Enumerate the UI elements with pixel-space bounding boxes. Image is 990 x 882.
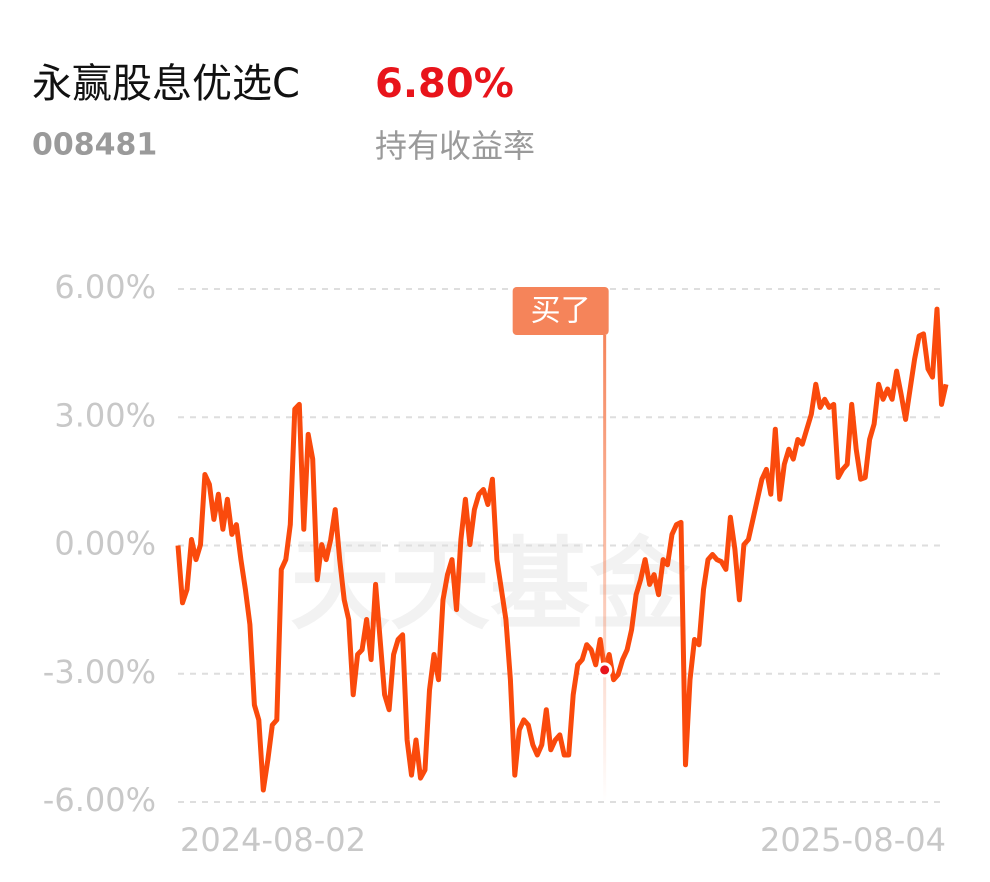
return-label: 持有收益率 xyxy=(375,127,535,165)
y-tick-label: -3.00% xyxy=(43,653,156,691)
y-tick-label: 6.00% xyxy=(54,268,156,306)
buy-line xyxy=(603,335,607,802)
y-tick-label: 3.00% xyxy=(54,396,156,434)
buy-tag-text: 买了 xyxy=(531,294,591,329)
x-tick-label: 2024-08-02 xyxy=(180,821,366,859)
fund-code: 008481 xyxy=(32,128,157,163)
x-tick-label: 2025-08-04 xyxy=(760,821,946,859)
price-line xyxy=(175,306,949,793)
holding-return: 6.80% xyxy=(375,61,514,107)
y-tick-label: 0.00% xyxy=(54,525,156,563)
y-tick-label: -6.00% xyxy=(43,781,156,819)
buy-tag xyxy=(512,287,609,335)
buy-point xyxy=(597,662,613,678)
fund-name: 永赢股息优选C xyxy=(32,61,300,107)
